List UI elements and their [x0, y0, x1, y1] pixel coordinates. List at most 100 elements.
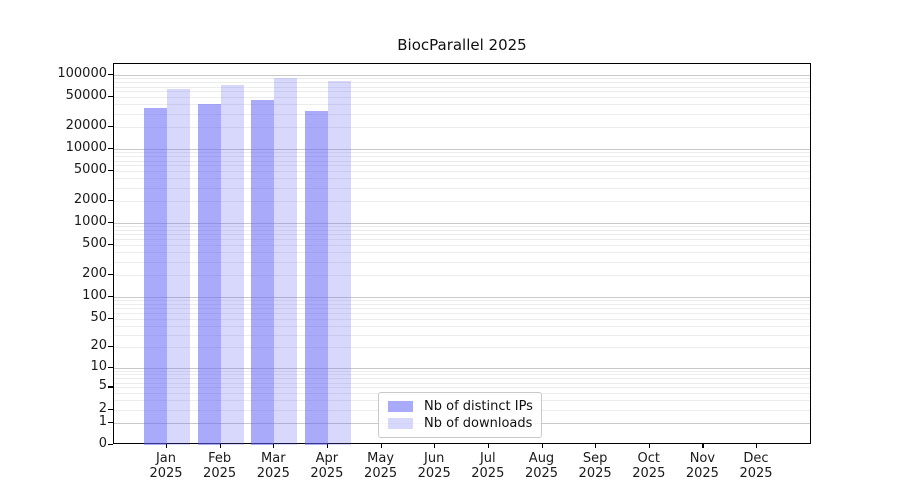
x-tick-month: May	[367, 451, 395, 466]
legend-swatch-distinct-ips	[388, 401, 413, 412]
y-gridline-minor	[114, 387, 810, 389]
y-gridline-minor	[114, 113, 810, 115]
y-gridline-minor	[114, 318, 810, 320]
bar-nb-of-distinct-ips	[304, 111, 328, 445]
x-tick-label: Jan 2025	[134, 451, 198, 481]
bar-nb-of-downloads	[327, 81, 351, 445]
y-tick	[108, 295, 113, 297]
x-tick-year: 2025	[471, 466, 505, 481]
y-gridline-minor	[114, 171, 810, 173]
y-gridline-minor	[114, 126, 810, 128]
y-tick	[108, 421, 113, 423]
y-gridline-minor	[114, 152, 810, 154]
y-tick	[108, 74, 113, 76]
y-gridline-minor	[114, 261, 810, 263]
x-tick	[648, 444, 650, 448]
x-tick-month: Dec	[743, 451, 769, 466]
x-tick-month: Jun	[424, 451, 445, 466]
y-tick-label: 2	[98, 400, 107, 416]
y-gridline-major	[114, 296, 810, 298]
y-tick-label: 1000	[73, 214, 107, 229]
y-gridline-major	[114, 75, 810, 76]
x-tick-month: Mar	[261, 451, 286, 466]
y-gridline-major	[114, 149, 810, 150]
x-tick-year: 2025	[685, 466, 719, 481]
x-tick	[166, 444, 168, 448]
legend-item: Nb of downloads	[388, 415, 533, 432]
x-tick-label: Oct 2025	[617, 451, 681, 481]
y-tick-label: 2000	[73, 191, 107, 207]
x-tick-year: 2025	[364, 466, 398, 481]
y-gridline-major	[114, 367, 810, 369]
y-gridline-minor	[114, 371, 810, 372]
bar-nb-of-downloads	[220, 84, 244, 445]
y-tick	[108, 273, 113, 275]
y-tick	[108, 125, 113, 127]
x-tick	[702, 444, 704, 448]
y-tick	[108, 170, 113, 172]
x-tick-month: Jul	[479, 451, 496, 466]
y-gridline-minor	[114, 245, 810, 247]
y-gridline-minor	[114, 226, 810, 228]
y-tick-label: 0	[98, 436, 107, 451]
y-gridline-minor	[114, 104, 810, 106]
x-tick-year: 2025	[632, 466, 666, 481]
y-gridline-minor	[114, 187, 810, 189]
y-gridline-minor	[114, 347, 810, 349]
y-gridline-minor	[114, 156, 810, 158]
y-tick	[108, 148, 113, 150]
y-gridline-minor	[114, 200, 810, 202]
legend-label: Nb of distinct IPs	[424, 399, 533, 414]
y-gridline-minor	[114, 78, 810, 80]
y-gridline-minor	[114, 325, 810, 327]
y-tick	[108, 408, 113, 410]
y-tick	[108, 222, 113, 224]
y-tick-label: 500	[82, 236, 107, 252]
bar-nb-of-downloads	[274, 78, 298, 445]
y-tick-label: 50000	[65, 88, 107, 104]
y-gridline-minor	[114, 300, 810, 301]
y-gridline-minor	[114, 234, 810, 236]
x-tick-month: Nov	[689, 451, 716, 466]
x-tick-month: Oct	[637, 451, 661, 466]
x-tick-label: Apr 2025	[295, 451, 359, 481]
y-gridline-minor	[114, 312, 810, 314]
y-tick-label: 20000	[65, 117, 107, 133]
x-tick-year: 2025	[256, 466, 290, 481]
bar-nb-of-distinct-ips	[251, 100, 275, 445]
x-tick-year: 2025	[739, 466, 773, 481]
x-tick-label: Mar 2025	[241, 451, 305, 481]
y-gridline-minor	[114, 160, 810, 162]
y-gridline-minor	[114, 165, 810, 167]
legend-item: Nb of distinct IPs	[388, 398, 533, 415]
x-tick-label: May 2025	[349, 451, 413, 481]
y-gridline-minor	[114, 334, 810, 336]
y-tick	[108, 96, 113, 98]
y-gridline-minor	[114, 274, 810, 276]
y-tick	[108, 199, 113, 201]
x-tick-month: Apr	[315, 451, 339, 466]
y-tick-label: 1	[98, 413, 107, 429]
y-tick-label: 50	[90, 309, 107, 325]
y-tick	[108, 317, 113, 319]
y-tick	[108, 346, 113, 348]
x-tick-year: 2025	[310, 466, 344, 481]
x-tick	[434, 444, 436, 448]
y-tick-label: 5000	[73, 162, 107, 178]
x-tick-label: Jun 2025	[402, 451, 466, 481]
legend-swatch-downloads	[388, 418, 413, 429]
x-tick-label: Aug 2025	[510, 451, 574, 481]
bar-nb-of-distinct-ips	[197, 103, 221, 445]
x-tick-year: 2025	[417, 466, 451, 481]
y-gridline-minor	[114, 382, 810, 384]
y-gridline-minor	[114, 230, 810, 232]
y-gridline-minor	[114, 252, 810, 254]
x-tick	[756, 444, 758, 448]
y-gridline-minor	[114, 308, 810, 309]
x-tick-year: 2025	[524, 466, 559, 481]
y-tick-label: 10	[90, 358, 107, 374]
x-tick-label: Jul 2025	[456, 451, 520, 481]
y-gridline-minor	[114, 86, 810, 88]
x-tick	[273, 444, 275, 448]
x-tick-year: 2025	[203, 466, 237, 481]
